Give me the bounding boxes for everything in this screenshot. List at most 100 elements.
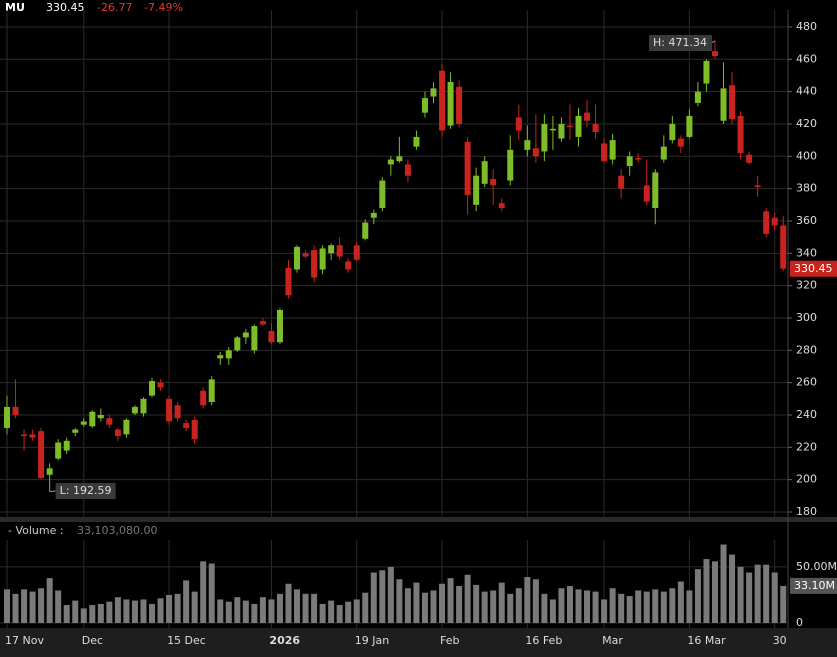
x-tick-label: 30	[773, 634, 787, 647]
candle-body	[490, 178, 497, 186]
candle-body	[609, 140, 616, 160]
volume-tick-label: 0	[796, 616, 803, 629]
candle-body	[4, 406, 10, 428]
volume-bar	[430, 590, 437, 623]
volume-bar	[439, 583, 446, 623]
volume-bar	[191, 591, 198, 623]
candle-body	[285, 267, 292, 296]
volume-bar	[123, 599, 130, 623]
x-tick-label: 19 Jan	[355, 634, 389, 647]
candle-body	[174, 405, 181, 419]
volume-bar	[225, 601, 232, 623]
y-tick-label: 200	[796, 473, 817, 486]
volume-bar	[643, 591, 650, 623]
candle-body	[763, 211, 770, 234]
volume-bar	[55, 590, 62, 623]
volume-bar	[601, 599, 608, 623]
volume-bar	[447, 578, 454, 623]
volume-bar	[294, 589, 301, 623]
candle-body	[686, 115, 693, 137]
volume-bar	[234, 597, 241, 623]
y-tick-label: 340	[796, 246, 817, 259]
volume-bar	[285, 583, 292, 623]
volume-bar	[353, 599, 360, 623]
volume-bar	[208, 563, 215, 623]
volume-bar	[140, 599, 147, 623]
candle-body	[183, 423, 190, 428]
candle-body	[208, 379, 215, 403]
price-tag	[790, 260, 837, 277]
x-tick-label: Mar	[602, 634, 623, 647]
candle-body	[737, 115, 744, 154]
candle-body	[276, 309, 283, 343]
candle-body	[302, 253, 309, 257]
candle-body	[200, 390, 207, 406]
volume-bar	[268, 599, 275, 623]
y-tick-label: 380	[796, 182, 817, 195]
y-tick-label: 400	[796, 149, 817, 162]
volume-bar	[490, 590, 497, 623]
candle-body	[652, 172, 659, 209]
candle-body	[268, 330, 275, 343]
candle-body	[464, 141, 471, 196]
volume-bar	[157, 598, 164, 623]
candle-body	[131, 406, 138, 414]
candle-body	[456, 86, 463, 124]
volume-bar	[200, 561, 207, 623]
volume-bar	[174, 593, 181, 623]
volume-bar	[456, 585, 463, 623]
candle-body	[140, 398, 147, 414]
volume-bar	[413, 582, 420, 623]
volume-bar	[524, 577, 531, 623]
change: -26.77	[97, 1, 132, 14]
y-tick-label: 440	[796, 85, 817, 98]
candle-body	[421, 98, 428, 113]
price-tag-label: 330.45	[794, 262, 833, 275]
volume-bar	[251, 603, 258, 623]
volume-bar	[63, 605, 70, 623]
volume-bar	[421, 592, 428, 623]
volume-bar	[319, 603, 326, 623]
candle-body	[754, 185, 761, 188]
y-tick-label: 480	[796, 20, 817, 33]
candle-body	[575, 115, 582, 137]
candle-body	[72, 429, 79, 433]
volume-bar	[686, 590, 693, 623]
candle-body	[703, 60, 710, 84]
volume-bar	[464, 574, 471, 623]
label-box	[648, 35, 712, 51]
volume-bar	[729, 554, 736, 623]
volume-bar	[97, 603, 104, 623]
candle-body	[669, 123, 676, 141]
volume-bar	[498, 582, 505, 623]
volume-bar	[72, 600, 79, 623]
volume-bar	[131, 600, 138, 623]
volume-bar	[242, 600, 249, 623]
candle-body	[524, 140, 531, 150]
candle-body	[38, 431, 45, 479]
volume-bar	[328, 600, 335, 623]
volume-bar	[652, 589, 659, 623]
symbol: MU	[5, 1, 25, 14]
volume-bar	[746, 572, 753, 623]
candle-body	[660, 146, 667, 160]
candle-body	[234, 337, 241, 351]
high-label: H: 471.34	[653, 36, 707, 49]
candle-body	[780, 225, 787, 269]
candle-body	[311, 250, 318, 278]
y-tick-label: 260	[796, 376, 817, 389]
candle-body	[626, 156, 633, 167]
volume-bar	[558, 588, 565, 623]
volume-bar	[660, 591, 667, 623]
x-tick-label: Dec	[82, 634, 103, 647]
candle-body	[251, 326, 258, 351]
candle-body	[677, 138, 684, 147]
candle-body	[21, 434, 28, 437]
volume-bar	[345, 601, 352, 623]
last-price: 330.45	[46, 1, 85, 14]
x-tick-label: Feb	[440, 634, 459, 647]
volume-bar	[396, 579, 403, 623]
y-tick-label: 240	[796, 408, 817, 421]
y-tick-label: 420	[796, 117, 817, 130]
volume-bar	[336, 605, 343, 623]
